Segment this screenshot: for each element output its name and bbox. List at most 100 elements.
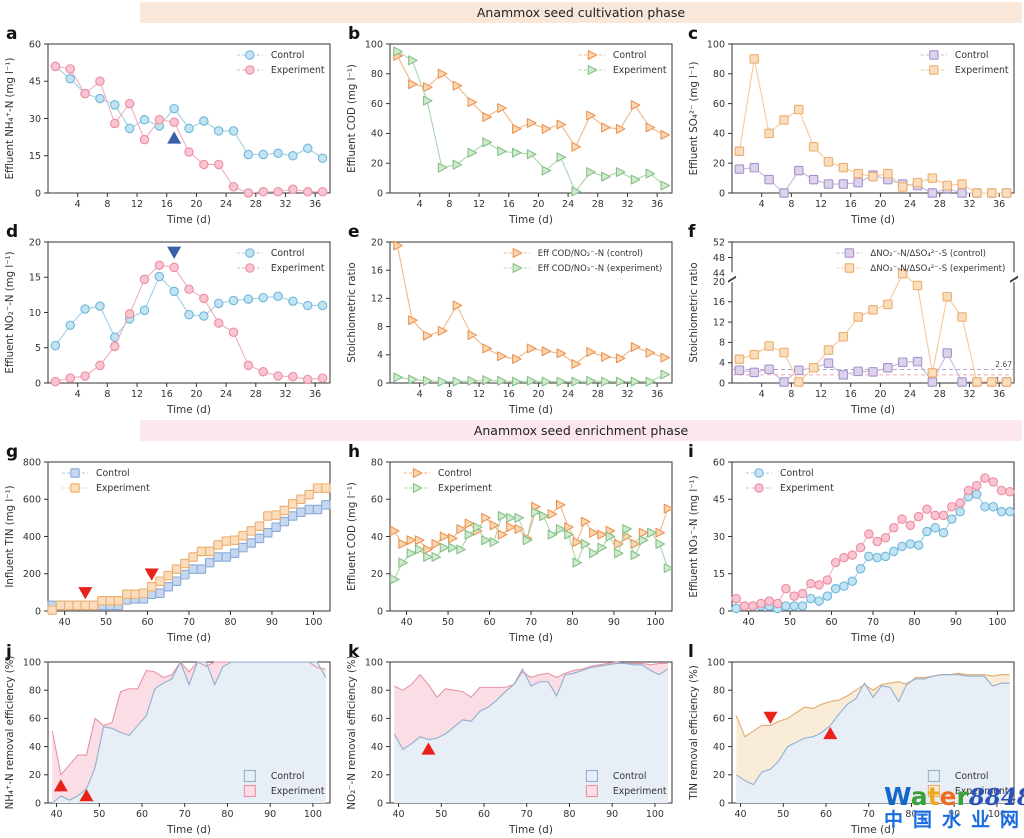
- watermark: Water8848.com 中国水业网: [884, 784, 1024, 830]
- svg-text:4: 4: [75, 199, 81, 210]
- svg-text:ΔNO₂⁻-N/ΔSO₄²⁻-S (control): ΔNO₂⁻-N/ΔSO₄²⁻-S (control): [870, 249, 986, 259]
- panel-letter-d: d: [6, 222, 19, 242]
- svg-text:Eff COD/NO₂⁻-N (control): Eff COD/NO₂⁻-N (control): [538, 249, 643, 259]
- svg-text:36: 36: [309, 389, 321, 400]
- svg-text:5: 5: [35, 343, 41, 354]
- svg-text:36: 36: [993, 389, 1005, 400]
- svg-text:80: 80: [371, 457, 383, 468]
- svg-text:Control: Control: [780, 468, 814, 479]
- svg-text:60: 60: [713, 99, 725, 110]
- svg-text:24: 24: [220, 199, 232, 210]
- svg-text:NO₂⁻-N removal efficiency (%): NO₂⁻-N removal efficiency (%): [347, 655, 358, 809]
- svg-text:Time (d): Time (d): [508, 214, 553, 226]
- svg-text:80: 80: [566, 617, 578, 628]
- svg-text:20: 20: [190, 389, 202, 400]
- banner-enrichment-phase: Anammox seed enrichment phase: [140, 420, 1022, 441]
- svg-text:45: 45: [29, 77, 41, 88]
- chart-nh4-removal-efficiency: 40 50 60 70 80 90 100 0 20 40 60 80 100 Time (d) NH₄⁺-…: [5, 656, 331, 836]
- panel-letter-l: l: [688, 642, 694, 662]
- svg-text:90: 90: [948, 809, 960, 820]
- svg-text:15: 15: [713, 569, 725, 580]
- svg-text:0: 0: [719, 606, 725, 617]
- svg-text:40: 40: [50, 809, 62, 820]
- svg-text:60: 60: [29, 39, 41, 50]
- svg-text:80: 80: [563, 809, 575, 820]
- svg-text:20: 20: [713, 277, 725, 288]
- svg-text:12: 12: [713, 317, 725, 328]
- svg-text:20: 20: [371, 237, 383, 248]
- svg-text:80: 80: [908, 617, 920, 628]
- svg-text:80: 80: [221, 809, 233, 820]
- svg-text:70: 70: [863, 809, 875, 820]
- svg-text:50: 50: [435, 809, 447, 820]
- svg-text:32: 32: [279, 199, 291, 210]
- svg-text:Time (d): Time (d): [166, 214, 211, 226]
- svg-text:36: 36: [993, 199, 1005, 210]
- svg-text:30: 30: [713, 532, 725, 543]
- svg-text:40: 40: [371, 129, 383, 140]
- svg-text:90: 90: [264, 809, 276, 820]
- svg-text:50: 50: [442, 617, 454, 628]
- svg-text:32: 32: [963, 389, 975, 400]
- svg-text:28: 28: [250, 389, 262, 400]
- svg-text:40: 40: [401, 617, 413, 628]
- svg-text:8: 8: [446, 199, 452, 210]
- svg-text:70: 70: [521, 809, 533, 820]
- svg-text:Control: Control: [955, 50, 989, 61]
- svg-text:60: 60: [713, 714, 725, 725]
- svg-text:12: 12: [815, 199, 827, 210]
- svg-text:12: 12: [815, 389, 827, 400]
- svg-text:36: 36: [651, 389, 663, 400]
- svg-text:0: 0: [719, 798, 725, 809]
- svg-text:Experiment: Experiment: [271, 263, 325, 274]
- svg-text:16: 16: [845, 199, 857, 210]
- chart-effluent-no3-n: 40 50 60 70 80 90 100 0 15 30 45 60 Time (d) Effluent…: [689, 457, 1015, 644]
- svg-text:20: 20: [29, 237, 41, 248]
- svg-text:Control: Control: [438, 468, 472, 479]
- svg-text:Time (d): Time (d): [508, 404, 553, 416]
- svg-text:0: 0: [35, 606, 41, 617]
- panel-letter-i: i: [688, 442, 694, 462]
- svg-text:Experiment: Experiment: [955, 65, 1009, 76]
- svg-text:40: 40: [713, 742, 725, 753]
- svg-text:4: 4: [75, 389, 81, 400]
- svg-text:44: 44: [713, 268, 725, 279]
- svg-text:60: 60: [371, 99, 383, 110]
- svg-text:16: 16: [161, 389, 173, 400]
- svg-text:Experiment: Experiment: [438, 483, 492, 494]
- watermark-line2: 中国水业网: [884, 809, 1024, 831]
- panel-letter-f: f: [688, 222, 696, 242]
- svg-text:32: 32: [621, 199, 633, 210]
- svg-text:50: 50: [100, 617, 112, 628]
- chart-tin-removal-efficiency: 40 50 60 70 80 90 100 0 20 40 60 80 100 Time (d) TIN r…: [689, 657, 1015, 836]
- chart-influent-tin: 40 50 60 70 80 90 100 0 200 400 600 800 Time (d) Infl…: [5, 457, 331, 644]
- svg-text:Control: Control: [271, 50, 305, 61]
- svg-text:Control: Control: [613, 771, 647, 782]
- svg-text:Control: Control: [271, 771, 305, 782]
- svg-text:0: 0: [377, 798, 383, 809]
- svg-text:40: 40: [371, 532, 383, 543]
- svg-text:60: 60: [371, 714, 383, 725]
- svg-text:80: 80: [371, 69, 383, 80]
- svg-text:20: 20: [371, 159, 383, 170]
- svg-text:Effluent COD (mg l⁻¹): Effluent COD (mg l⁻¹): [347, 482, 358, 591]
- svg-text:8: 8: [719, 338, 725, 349]
- svg-text:15: 15: [29, 273, 41, 284]
- svg-text:Effluent NO₂⁻-N (mg l⁻¹): Effluent NO₂⁻-N (mg l⁻¹): [5, 251, 16, 373]
- panel-letter-e: e: [348, 222, 360, 242]
- svg-text:Control: Control: [955, 771, 989, 782]
- svg-text:40: 40: [392, 809, 404, 820]
- svg-text:Stoichiometric ratio: Stoichiometric ratio: [689, 262, 700, 362]
- svg-text:8: 8: [104, 199, 110, 210]
- svg-text:8: 8: [377, 322, 383, 333]
- svg-text:100: 100: [707, 657, 725, 668]
- svg-text:Effluent SO₄²⁻ (mg l⁻¹): Effluent SO₄²⁻ (mg l⁻¹): [689, 62, 700, 176]
- svg-text:60: 60: [713, 457, 725, 468]
- svg-text:Experiment: Experiment: [271, 786, 325, 797]
- svg-text:Time (d): Time (d): [166, 632, 211, 644]
- svg-text:60: 60: [820, 809, 832, 820]
- watermark-word: Water: [884, 782, 969, 811]
- watermark-line1: Water8848.com: [884, 784, 1024, 809]
- svg-text:4: 4: [417, 199, 423, 210]
- svg-text:Time (d): Time (d): [508, 632, 553, 644]
